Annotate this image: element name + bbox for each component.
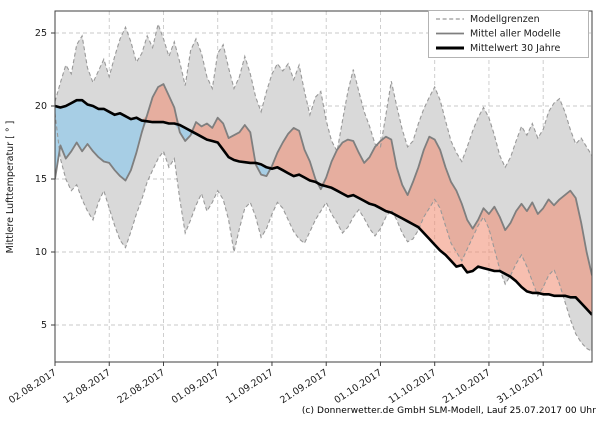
x-tick-label: 11.09.2017 [224,367,276,406]
model-mean-line [55,83,592,276]
y-axis-title: Mittlere Lufttemperatur [ ° ] [5,121,16,254]
x-tick-label: 12.08.2017 [61,367,113,406]
warmer-than-normal-fill [55,84,592,315]
legend: Modellgrenzen Mittel aller Modelle Mittelw… [428,10,589,58]
x-axis: 02.08.2017 12.08.2017 22.08.2017 01.09.2017… [7,362,547,406]
legend-label: Mittel aller Modelle [470,29,561,40]
x-tick-label: 01.09.2017 [170,367,222,406]
x-tick-label: 31.10.2017 [495,367,547,406]
x-tick-label: 01.10.2017 [332,367,384,406]
y-tick-label: 25 [35,28,47,39]
y-tick-label: 10 [35,247,47,258]
x-tick-label: 22.08.2017 [115,367,167,406]
colder-than-normal-fill [55,100,592,315]
y-tick-label: 5 [41,320,47,331]
model-range-upper-line [55,22,592,169]
plot-border [54,10,593,363]
copyright-text: (c) Donnerwetter.de GmbH SLM-Modell, Lau… [301,406,596,416]
model-range-lower-line [55,113,592,352]
x-tick-label: 21.09.2017 [278,367,330,406]
legend-label: Modellgrenzen [470,14,540,25]
thirty-year-mean-line [55,98,592,316]
x-tick-label: 11.10.2017 [387,367,439,406]
x-tick-label: 02.08.2017 [7,367,59,406]
y-axis: 5 10 15 20 25 [35,28,55,331]
x-tick-label: 21.10.2017 [441,367,493,406]
y-tick-label: 15 [35,174,47,185]
y-tick-label: 20 [35,101,47,112]
legend-label: Mittelwert 30 Jahre [470,43,560,54]
